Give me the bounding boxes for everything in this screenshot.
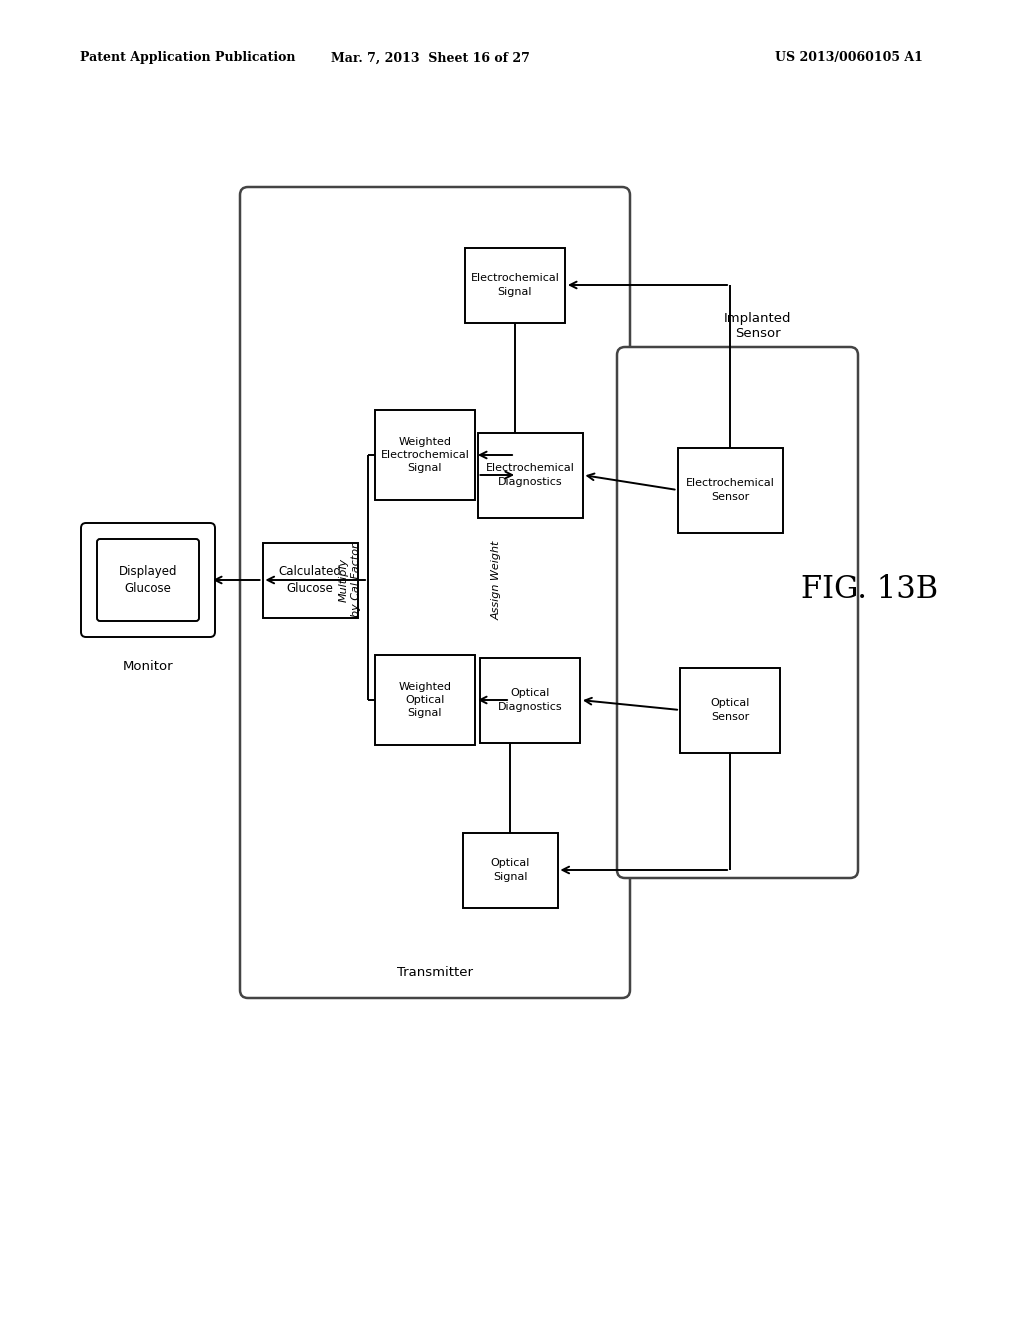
Text: Electrochemical
Diagnostics: Electrochemical Diagnostics (485, 463, 574, 487)
FancyBboxPatch shape (375, 411, 475, 500)
Text: Displayed
Glucose: Displayed Glucose (119, 565, 177, 595)
FancyBboxPatch shape (480, 657, 580, 742)
FancyBboxPatch shape (81, 523, 215, 638)
Text: Monitor: Monitor (123, 660, 173, 673)
FancyBboxPatch shape (477, 433, 583, 517)
Text: Transmitter: Transmitter (397, 965, 473, 978)
Text: Optical
Sensor: Optical Sensor (711, 698, 750, 722)
FancyBboxPatch shape (240, 187, 630, 998)
Text: Weighted
Optical
Signal: Weighted Optical Signal (398, 682, 452, 718)
Text: Electrochemical
Signal: Electrochemical Signal (471, 273, 559, 297)
Text: Electrochemical
Sensor: Electrochemical Sensor (685, 478, 774, 502)
FancyBboxPatch shape (463, 833, 557, 908)
Text: US 2013/0060105 A1: US 2013/0060105 A1 (775, 51, 923, 65)
FancyBboxPatch shape (465, 248, 565, 322)
FancyBboxPatch shape (262, 543, 357, 618)
FancyBboxPatch shape (97, 539, 199, 620)
Text: Mar. 7, 2013  Sheet 16 of 27: Mar. 7, 2013 Sheet 16 of 27 (331, 51, 529, 65)
Text: Implanted
Sensor: Implanted Sensor (724, 312, 792, 341)
FancyBboxPatch shape (678, 447, 782, 532)
Text: Patent Application Publication: Patent Application Publication (80, 51, 296, 65)
Text: Optical
Signal: Optical Signal (490, 858, 529, 882)
Text: Calculated
Glucose: Calculated Glucose (279, 565, 341, 595)
Text: Weighted
Electrochemical
Signal: Weighted Electrochemical Signal (381, 437, 469, 473)
Text: Multiply
by Cal Factor: Multiply by Cal Factor (339, 544, 360, 616)
FancyBboxPatch shape (680, 668, 780, 752)
FancyBboxPatch shape (375, 655, 475, 744)
Text: Assign Weight: Assign Weight (492, 540, 502, 619)
FancyBboxPatch shape (617, 347, 858, 878)
Text: Optical
Diagnostics: Optical Diagnostics (498, 689, 562, 711)
Text: FIG. 13B: FIG. 13B (802, 574, 939, 606)
